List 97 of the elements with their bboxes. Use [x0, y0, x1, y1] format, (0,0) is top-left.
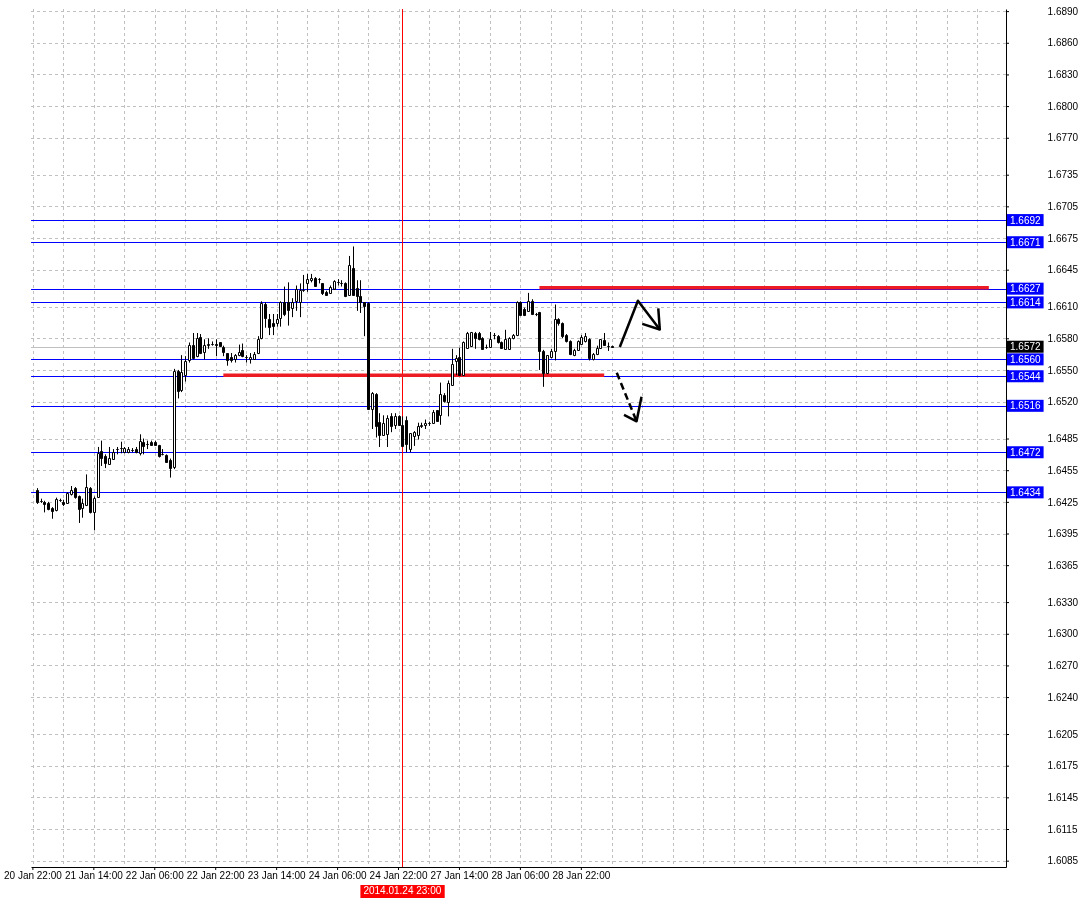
y-tick-label: 1.6300: [1047, 628, 1079, 640]
x-tick-label: 22 Jan 22:00: [186, 870, 246, 882]
y-tick-label: 1.6485: [1047, 433, 1079, 445]
candlestick: [215, 338, 218, 357]
y-tick-label: 1.6270: [1047, 660, 1079, 672]
x-tick-label: 2014.01.24 23:00: [363, 885, 442, 896]
y-tick-label: 1.6675: [1047, 232, 1079, 244]
candlestick: [432, 409, 435, 425]
y-tick-label: 1.6705: [1047, 201, 1079, 213]
y-tick-label: 1.6115: [1047, 823, 1078, 835]
candlestick: [386, 414, 389, 448]
y-tick-label: 1.6520: [1047, 396, 1079, 408]
candlestick: [287, 281, 290, 327]
candlestick: [401, 415, 404, 448]
y-tick-label: 1.6800: [1047, 100, 1079, 112]
y-tick-label: 1.6175: [1047, 760, 1079, 772]
x-tick-label: 20 Jan 22:00: [3, 870, 63, 882]
ref-line-label: 1.6516: [1010, 400, 1042, 412]
candlestick: [112, 448, 115, 461]
candlestick: [127, 446, 130, 454]
candlestick: [158, 444, 161, 459]
x-tick-label: 24 Jan 22:00: [369, 870, 428, 882]
x-tick-label: 22 Jan 06:00: [125, 870, 185, 882]
ref-line-label: 1.6572: [1010, 341, 1042, 353]
candlestick: [196, 332, 199, 358]
x-tick-label: 28 Jan 06:00: [491, 870, 550, 882]
candlestick: [333, 279, 336, 290]
candlestick: [481, 336, 484, 351]
candlestick: [306, 273, 309, 293]
y-tick-label: 1.6145: [1047, 792, 1079, 804]
candlestick: [588, 337, 591, 361]
x-tick-label: 23 Jan 14:00: [247, 870, 307, 882]
candlestick: [603, 332, 606, 347]
y-tick-label: 1.6770: [1047, 132, 1079, 144]
ref-line-label: 1.6671: [1010, 236, 1042, 248]
candlestick: [394, 412, 397, 430]
candlestick: [108, 446, 111, 466]
candlestick: [611, 345, 614, 349]
y-tick-label: 1.6645: [1047, 264, 1079, 276]
y-tick-label: 1.6830: [1047, 69, 1079, 81]
candlestick: [253, 351, 256, 360]
candlestick: [516, 300, 519, 337]
ref-line-label: 1.6692: [1010, 214, 1042, 226]
y-tick-label: 1.6205: [1047, 728, 1079, 740]
candlestick: [203, 338, 206, 360]
candlestick: [142, 438, 145, 455]
candlestick: [527, 292, 530, 313]
x-tick-label: 27 Jan 14:00: [430, 870, 489, 882]
candlestick: [504, 329, 507, 351]
candlestick: [489, 331, 492, 349]
y-tick-label: 1.6240: [1047, 691, 1079, 703]
candlestick: [249, 352, 252, 365]
candlestick: [43, 500, 46, 513]
candlestick: [321, 282, 324, 296]
candlestick: [272, 313, 275, 336]
y-tick-label: 1.6890: [1047, 5, 1079, 17]
candlestick: [150, 440, 153, 447]
y-tick-label: 1.6735: [1047, 169, 1079, 181]
y-tick-label: 1.6425: [1047, 496, 1079, 508]
x-tick-label: 24 Jan 06:00: [308, 870, 367, 882]
ref-line-label: 1.6544: [1010, 370, 1042, 382]
candlestick: [241, 343, 244, 358]
candlestick: [554, 304, 557, 361]
candlestick: [268, 313, 271, 336]
candlestick: [192, 332, 195, 360]
x-tick-label: 28 Jan 22:00: [552, 870, 611, 882]
candlestick: [561, 321, 564, 339]
ref-line-label: 1.6627: [1010, 283, 1042, 295]
candlestick: [577, 339, 580, 352]
candlestick: [405, 415, 408, 453]
ref-line-label: 1.6614: [1010, 296, 1042, 308]
ref-line-label: 1.6472: [1010, 446, 1042, 458]
y-tick-label: 1.6330: [1047, 596, 1079, 608]
candlestick: [139, 433, 142, 456]
y-tick-label: 1.6610: [1047, 301, 1079, 313]
y-tick-label: 1.6085: [1047, 855, 1079, 867]
y-tick-label: 1.6860: [1047, 37, 1079, 49]
ref-line-label: 1.6434: [1010, 486, 1042, 498]
candlestick: [230, 352, 233, 364]
y-tick-label: 1.6580: [1047, 332, 1079, 344]
x-tick-label: 21 Jan 14:00: [64, 870, 124, 882]
candlestick: [474, 331, 477, 350]
candlestick: [470, 331, 473, 348]
candlestick: [314, 276, 317, 288]
candlestick: [222, 345, 225, 357]
candlestick: [199, 333, 202, 355]
candlestick: [36, 487, 39, 505]
candlestick: [439, 382, 442, 426]
y-tick-label: 1.6455: [1047, 464, 1079, 476]
candlestick: [424, 419, 427, 430]
candlestick: [497, 334, 500, 345]
ref-line-label: 1.6560: [1010, 353, 1042, 365]
candlestick: [226, 352, 229, 367]
y-tick-label: 1.6395: [1047, 528, 1079, 540]
y-tick-label: 1.6365: [1047, 559, 1079, 571]
candlestick: [123, 446, 126, 454]
y-tick-label: 1.6550: [1047, 364, 1079, 376]
